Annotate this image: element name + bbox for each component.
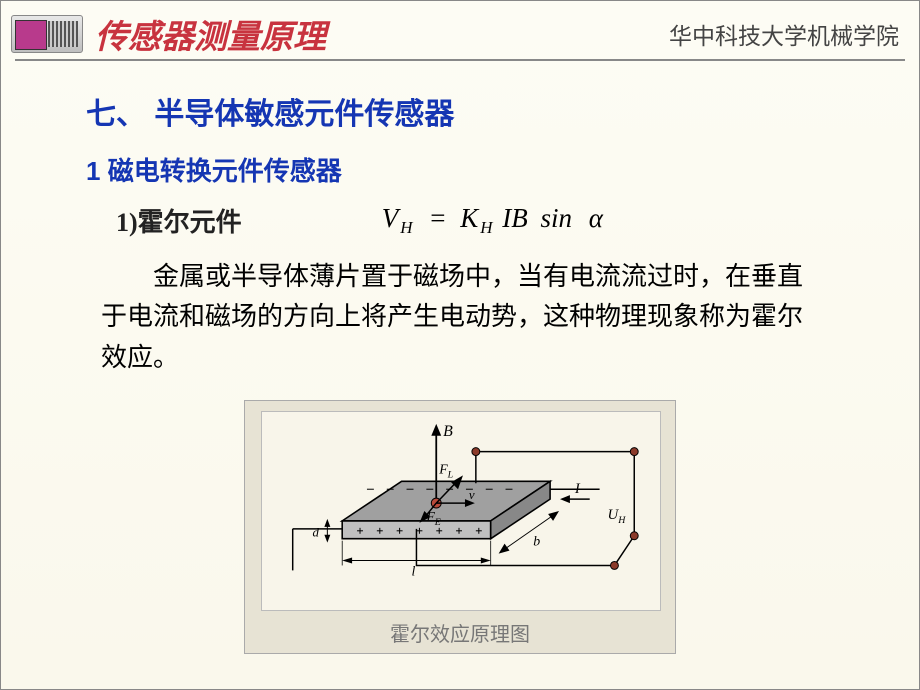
- label-uh: UH: [608, 507, 627, 526]
- terminal-bl: [610, 561, 618, 569]
- formula: VH = KH IB sin α: [382, 203, 603, 238]
- label-d: d: [313, 526, 320, 540]
- item-title: 1)霍尔元件: [116, 202, 242, 239]
- formula-k: K: [460, 203, 478, 233]
- terminal-tl: [472, 448, 480, 456]
- section-number: 七、: [86, 98, 146, 131]
- formula-ib: IB: [502, 203, 527, 233]
- label-l: l: [412, 563, 416, 578]
- section-name: 半导体敏感元件传感器: [154, 98, 454, 131]
- dim-b-a1: [499, 544, 510, 554]
- slide: 传感器测量原理 华中科技大学机械学院 七、 半导体敏感元件传感器 1 磁电转换元…: [0, 0, 920, 690]
- item-row: 1)霍尔元件 VH = KH IB sin α: [116, 202, 919, 239]
- b-arrow-head: [431, 424, 441, 436]
- dim-l-a1: [342, 557, 352, 563]
- university-label: 华中科技大学机械学院: [669, 17, 899, 51]
- dim-l-a2: [481, 557, 491, 563]
- figure: B FL v FE: [244, 400, 676, 654]
- formula-lhs-var: V: [382, 203, 399, 233]
- dim-d-a2: [324, 535, 330, 543]
- header: 传感器测量原理 华中科技大学机械学院: [1, 1, 919, 59]
- formula-lhs-sub: H: [400, 218, 412, 237]
- item-name: 霍尔元件: [138, 208, 242, 237]
- label-v: v: [469, 488, 475, 502]
- dim-b-a2: [548, 511, 559, 521]
- paragraph: 金属或半导体薄片置于磁场中，当有电流流过时，在垂直于电流和磁场的方向上将产生电动…: [101, 257, 819, 378]
- subsection-number: 1: [86, 156, 100, 186]
- diagram-box: B FL v FE: [261, 411, 661, 611]
- i-arrow-head: [560, 495, 570, 503]
- terminal-top: [630, 448, 638, 456]
- terminal-bottom: [630, 532, 638, 540]
- subsection-title: 1 磁电转换元件传感器: [86, 151, 919, 188]
- formula-alpha: α: [589, 203, 603, 233]
- item-number: 1): [116, 208, 138, 237]
- page-title: 传感器测量原理: [95, 10, 669, 58]
- dim-d-a1: [324, 519, 330, 527]
- figure-caption: 霍尔效应原理图: [245, 618, 675, 647]
- formula-eq: =: [430, 203, 445, 233]
- hall-diagram: B FL v FE: [262, 412, 660, 610]
- label-i: I: [574, 481, 581, 497]
- formula-k-sub: H: [480, 218, 492, 237]
- section-title: 七、 半导体敏感元件传感器: [86, 89, 919, 133]
- formula-sin: sin: [540, 203, 572, 233]
- label-bdim: b: [533, 534, 540, 549]
- figure-wrap: B FL v FE: [1, 400, 919, 659]
- label-fl: FL: [438, 461, 453, 480]
- label-b: B: [443, 423, 453, 440]
- divider: [15, 59, 905, 61]
- subsection-name: 磁电转换元件传感器: [108, 156, 342, 186]
- device-icon: [11, 15, 83, 53]
